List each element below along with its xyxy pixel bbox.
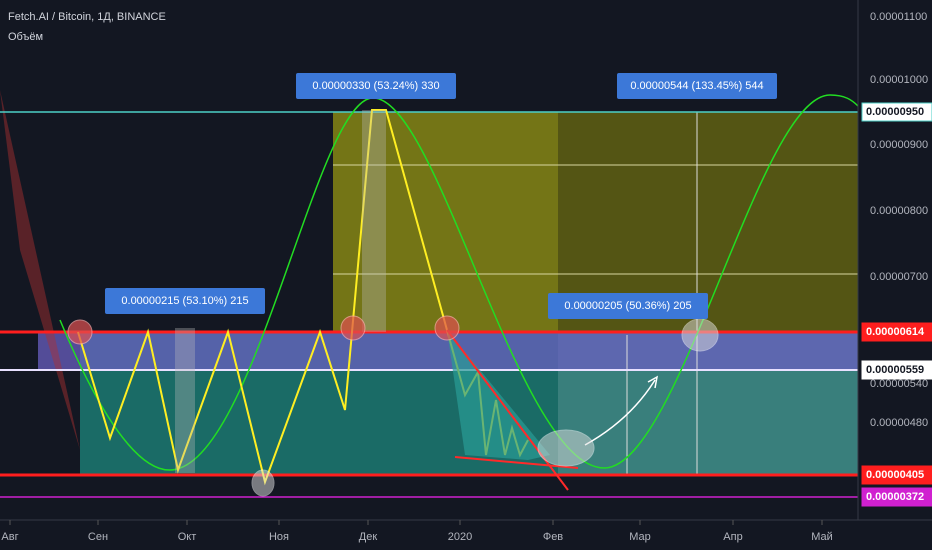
price-highlight-label: 0.00000950 xyxy=(866,106,924,118)
time-tick-label: Сен xyxy=(88,531,108,543)
annotation-label: 0.00000215 (53.10%) 215 xyxy=(121,295,248,307)
price-highlight-label: 0.00000614 xyxy=(866,326,925,338)
price-highlight xyxy=(861,322,932,342)
annotation-label: 0.00000544 (133.45%) 544 xyxy=(630,80,763,92)
time-tick-label: Окт xyxy=(178,531,197,543)
target-zone-inner xyxy=(333,112,558,332)
projection-arrow-head xyxy=(647,375,659,389)
time-tick-label: 2020 xyxy=(448,531,472,543)
annotation-box xyxy=(296,73,456,99)
annotation-label: 0.00000205 (50.36%) 205 xyxy=(564,300,691,312)
time-tick-label: Апр xyxy=(723,531,742,543)
price-tick-label: 0.00000800 xyxy=(870,205,928,217)
price-tick-label: 0.00001000 xyxy=(870,74,928,86)
touch-marker xyxy=(681,318,719,352)
touch-marker xyxy=(537,429,595,467)
annotation-box xyxy=(617,73,777,99)
price-highlight-label: 0.00000559 xyxy=(866,364,924,376)
measure-bar xyxy=(175,328,195,473)
price-tick-label: 0.00000900 xyxy=(870,139,928,151)
time-tick-label: Дек xyxy=(359,531,378,543)
volume-label: Объём xyxy=(8,31,43,43)
time-tick-label: Фев xyxy=(543,531,563,543)
measure-bar xyxy=(362,110,386,332)
trendline xyxy=(454,456,579,469)
price-tick-label: 0.00000480 xyxy=(870,417,928,429)
price-tick-label: 0.00000700 xyxy=(870,271,928,283)
price-highlight xyxy=(861,487,932,507)
touch-marker xyxy=(251,469,275,497)
price-highlight xyxy=(861,102,932,122)
price-highlight xyxy=(861,360,932,380)
annotation-label: 0.00000330 (53.24%) 330 xyxy=(312,80,439,92)
time-tick-label: Авг xyxy=(1,531,18,543)
cycle-curve xyxy=(59,94,859,471)
trend-wedge xyxy=(0,90,80,450)
symbol-title: Fetch.AI / Bitcoin, 1Д, BINANCE xyxy=(8,11,166,23)
price-tick-label: 0.00000540 xyxy=(870,378,928,390)
price-highlight-label: 0.00000372 xyxy=(866,491,924,503)
touch-marker xyxy=(67,319,93,345)
annotation-box xyxy=(105,288,265,314)
projection-arrow xyxy=(584,379,656,446)
price-highlight xyxy=(861,465,932,485)
time-tick-label: Ноя xyxy=(269,531,289,543)
price-highlight-label: 0.00000405 xyxy=(866,469,924,481)
touch-marker xyxy=(434,315,460,341)
price-axis-area xyxy=(858,0,932,520)
price-tick-label: 0.00001100 xyxy=(870,11,927,23)
touch-marker xyxy=(340,315,366,341)
time-tick-label: Мар xyxy=(629,531,651,543)
trendline xyxy=(446,329,569,491)
annotation-box xyxy=(548,293,708,319)
time-tick-label: Май xyxy=(811,531,833,543)
